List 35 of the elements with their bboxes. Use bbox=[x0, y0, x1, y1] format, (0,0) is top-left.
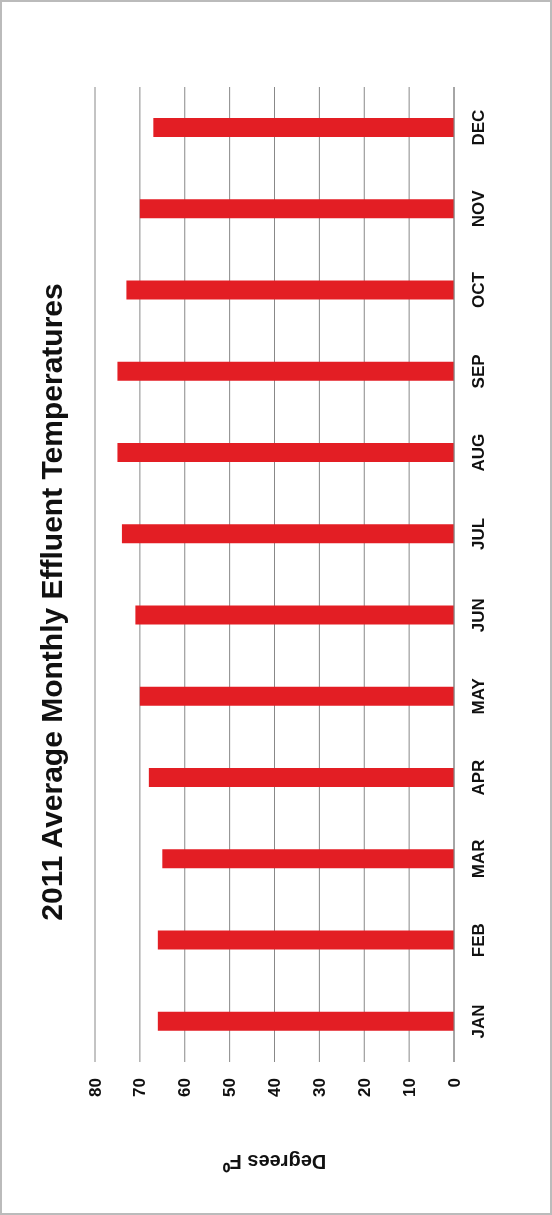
bar bbox=[139, 686, 454, 706]
y-tick-label: MAY bbox=[469, 677, 488, 715]
y-tick-label: DEC bbox=[469, 109, 488, 146]
bar bbox=[139, 199, 454, 219]
x-tick-label: 80 bbox=[85, 1078, 105, 1097]
bar bbox=[148, 768, 454, 787]
y-tick-label: AUG bbox=[469, 433, 488, 472]
x-tick-label: 70 bbox=[130, 1078, 150, 1097]
bar bbox=[153, 118, 454, 137]
x-tick-label: 10 bbox=[399, 1078, 419, 1097]
x-tick-label: 30 bbox=[309, 1078, 329, 1097]
bar bbox=[126, 280, 454, 300]
x-tick-label: 20 bbox=[354, 1078, 374, 1097]
y-tick-label: NOV bbox=[469, 189, 488, 228]
x-tick-label: 50 bbox=[220, 1078, 240, 1097]
y-tick-label: JAN bbox=[469, 1004, 488, 1039]
text: 2011 Average Monthly Effluent Temperatures bbox=[35, 283, 69, 921]
y-tick-label: SEP bbox=[469, 354, 488, 389]
y-tick-label: MAR bbox=[469, 839, 488, 879]
y-tick-label: APR bbox=[469, 759, 488, 796]
y-tick-label: JUN bbox=[469, 598, 488, 633]
bar bbox=[157, 1011, 454, 1031]
bar bbox=[117, 361, 454, 381]
bar bbox=[162, 849, 454, 869]
y-tick-label: OCT bbox=[469, 271, 488, 309]
bar bbox=[117, 443, 454, 462]
x-axis-title: Degrees F⁰ bbox=[222, 1151, 327, 1173]
y-tick-label: FEB bbox=[469, 923, 488, 958]
bar bbox=[135, 605, 454, 625]
y-tick-label: JUL bbox=[469, 517, 488, 550]
x-tick-label: 0 bbox=[444, 1078, 464, 1088]
bar bbox=[157, 930, 454, 950]
bar bbox=[121, 524, 454, 544]
x-tick-label: 60 bbox=[175, 1078, 195, 1097]
x-tick-label: 40 bbox=[265, 1078, 284, 1097]
